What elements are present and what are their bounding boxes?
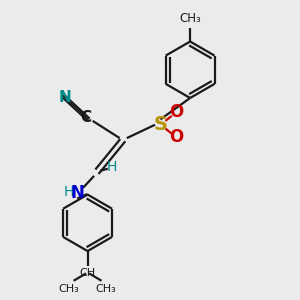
Text: CH: CH <box>80 268 96 278</box>
Text: N: N <box>59 91 72 106</box>
Text: CH₃: CH₃ <box>179 12 201 25</box>
Text: C: C <box>80 110 92 125</box>
Text: S: S <box>153 115 167 134</box>
Text: O: O <box>169 103 183 121</box>
Text: CH₃: CH₃ <box>96 284 116 294</box>
Text: O: O <box>169 128 183 146</box>
Text: H: H <box>107 160 117 174</box>
Text: H: H <box>64 185 74 199</box>
Text: N: N <box>70 184 84 202</box>
Text: CH₃: CH₃ <box>59 284 80 294</box>
